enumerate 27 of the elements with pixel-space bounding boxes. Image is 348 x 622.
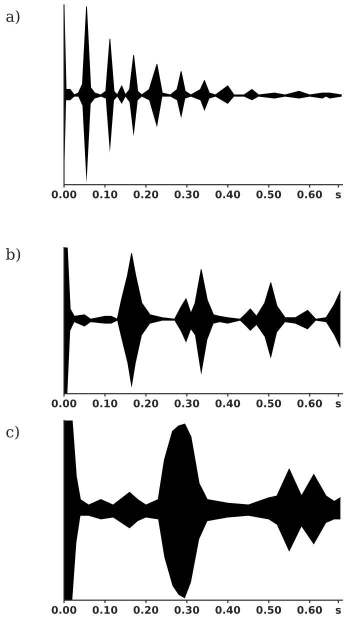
x-tick-label: 0.10 [92,190,118,198]
x-tick-label: 0.50 [256,606,282,614]
x-tick-label: 0.50 [256,399,282,408]
x-tick-label: 0.00 [52,399,76,408]
chart-title: a) [6,10,20,24]
x-tick-label: 0.60 [297,190,322,198]
x-tick-label: s [336,401,341,408]
x-tick-label: s [336,192,341,198]
x-tick-label: 0.20 [134,399,158,408]
x-tick-label: 0.00 [52,190,76,198]
x-tick-label: 0.60 [297,606,322,614]
x-tick-label: 0.30 [174,399,200,408]
x-tick-label: 0.40 [215,190,240,198]
x-tick-label: 0.00 [52,606,76,614]
x-tick-label: 0.30 [174,190,200,198]
x-tick-label: 0.40 [215,399,240,408]
x-tick-label: 0.10 [92,606,118,614]
chart-title: c) [6,426,19,440]
chart-title: b) [6,248,20,262]
x-tick-label: 0.10 [92,399,118,408]
x-tick-label: 0.40 [215,606,240,614]
x-tick-label: 0.20 [134,190,158,198]
x-tick-label: 0.30 [174,606,200,614]
x-tick-label: 0.50 [256,190,282,198]
x-tick-label: s [336,608,341,614]
x-tick-label: 0.60 [297,399,322,408]
x-tick-label: 0.20 [134,606,158,614]
